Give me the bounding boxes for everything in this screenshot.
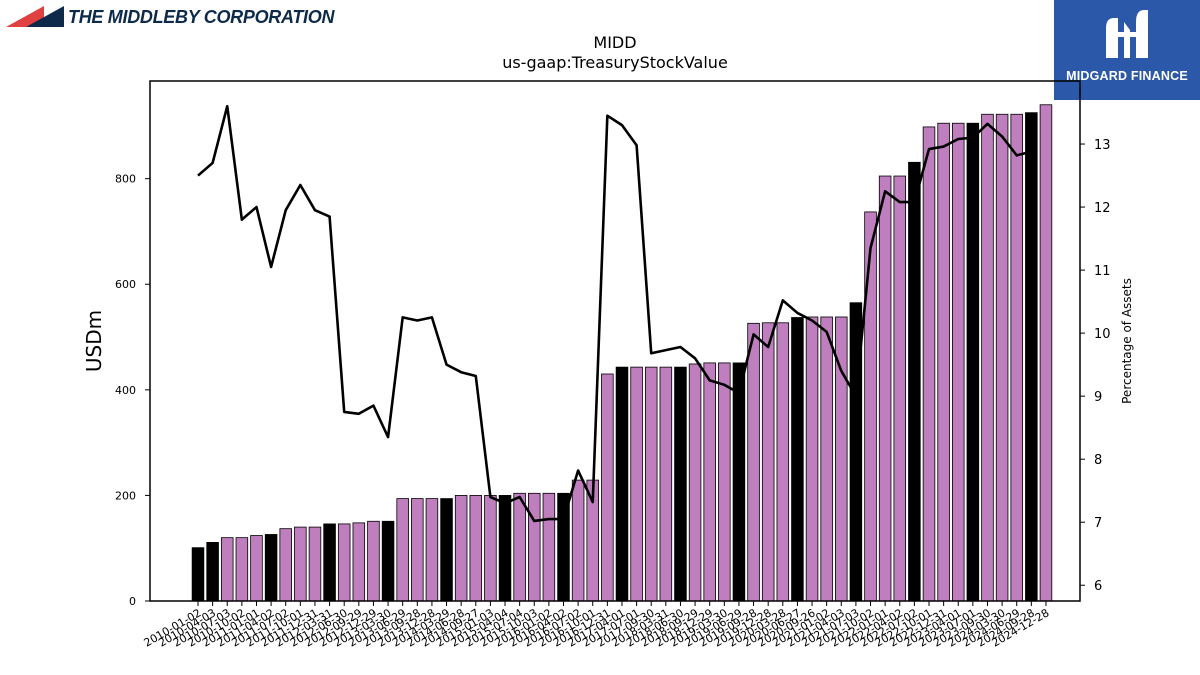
y2-tick-label: 8 [1094,453,1102,468]
bar [206,542,219,602]
percentage-line [197,104,1032,523]
middleby-logo-text: THE MIDDLEBY CORPORATION [68,6,335,27]
bar [1039,104,1053,602]
bar [513,492,526,602]
bar [937,122,950,602]
bar [761,322,775,602]
bar [425,498,439,602]
midgard-finance-logo: MIDGARD FINANCE [1054,0,1200,100]
midgard-finance-text: MIDGARD FINANCE [1066,69,1188,83]
chart-title: MIDD [593,33,636,52]
bar [864,211,877,602]
y-tick-label: 0 [129,595,136,608]
bar [630,366,643,602]
bar [981,113,994,602]
bar [615,366,629,602]
bar [922,126,936,602]
bar [688,363,702,602]
bar [498,495,512,602]
y2-tick-label: 6 [1094,579,1102,594]
axes-layer: 0 200 400 600 800 6 7 8 9 10 11 12 13 [115,80,1111,608]
bar [966,122,980,602]
bar [367,520,380,602]
bar [1025,112,1038,602]
bar [951,122,965,602]
y2-tick-label: 10 [1094,327,1111,342]
bar [893,175,907,602]
bar [250,535,263,602]
bar [644,366,658,602]
bar [791,317,804,602]
bar [820,316,833,602]
bar [528,492,541,602]
middleby-logo-mark-icon [6,6,64,27]
bar [308,526,322,602]
bar [995,113,1009,602]
bar [264,534,278,602]
bar [294,526,307,602]
y-tick-label: 600 [115,278,136,291]
bar [732,362,746,602]
bar [601,373,614,602]
bar [542,492,556,602]
bar [396,498,409,602]
chart-subtitle: us-gaap:TreasuryStockValue [502,53,728,72]
bar [805,316,819,602]
bar [191,547,205,602]
bar [484,495,497,602]
y-tick-label: 400 [115,384,136,397]
bar [220,537,234,602]
bar [659,366,673,602]
plot-frame [149,80,1081,602]
bar [469,495,483,602]
y2-axis-label: Percentage of Assets [1120,278,1134,404]
bar [381,520,395,602]
bar [718,362,731,602]
bars-layer [191,104,1053,602]
midgard-m-icon [1106,10,1148,58]
bar [878,175,892,602]
bar [454,495,468,602]
bar [279,528,292,602]
bar [323,523,336,602]
bar [674,366,687,602]
bar [352,522,366,602]
y-axis-label: USDm [82,310,106,372]
bar [235,537,249,602]
y2-tick-label: 11 [1094,264,1111,279]
y2-tick-label: 13 [1094,138,1111,153]
line-layer [197,104,1032,523]
bar [776,322,790,602]
bar [908,161,921,602]
y-tick-label: 800 [115,173,136,186]
bar [747,322,760,602]
y-tick-label: 200 [115,489,136,502]
bar [337,523,351,602]
y2-tick-label: 7 [1094,516,1102,531]
y2-tick-label: 12 [1094,201,1111,216]
bar [411,498,424,602]
middleby-logo: THE MIDDLEBY CORPORATION [6,4,334,30]
y2-tick-label: 9 [1094,390,1102,405]
x-ticks-layer: 2010-01-022010-04-032010-07-032010-10-02… [142,601,1051,650]
bar [703,362,716,602]
bar [571,479,585,602]
bar [440,498,453,602]
bar [1010,113,1023,602]
